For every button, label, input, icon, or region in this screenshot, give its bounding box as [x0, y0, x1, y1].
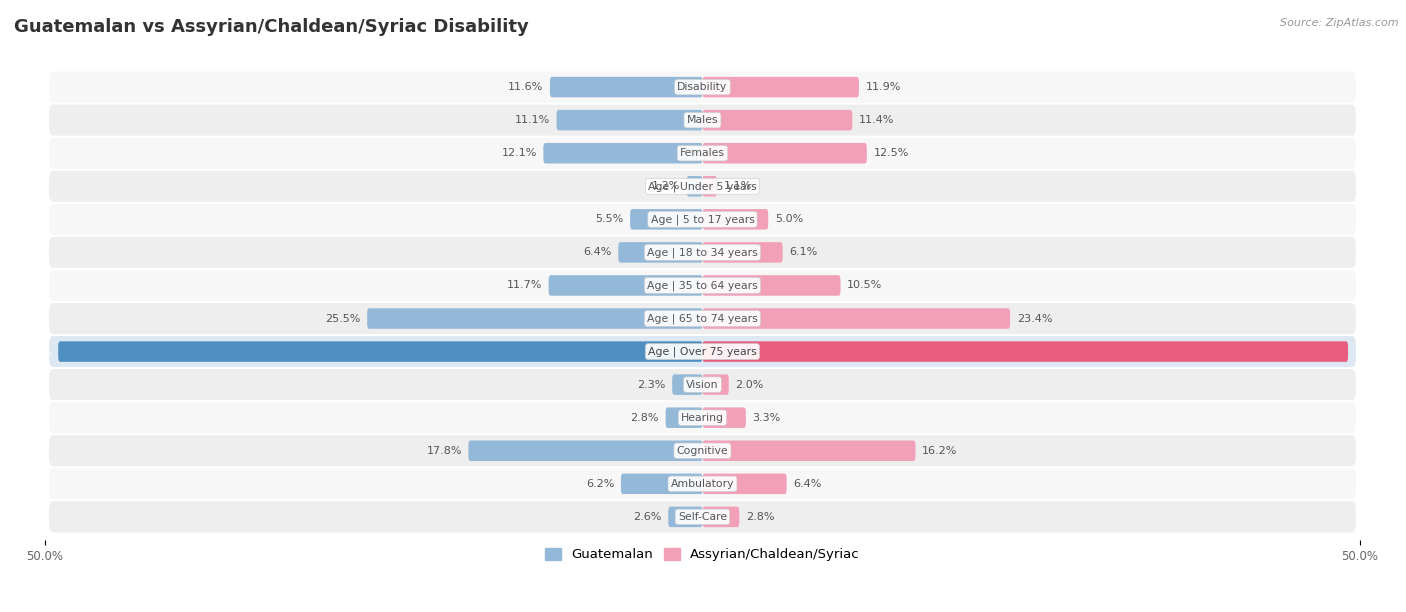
FancyBboxPatch shape: [703, 275, 841, 296]
Text: 2.8%: 2.8%: [630, 412, 659, 423]
FancyBboxPatch shape: [49, 369, 1355, 400]
FancyBboxPatch shape: [621, 474, 703, 494]
FancyBboxPatch shape: [703, 507, 740, 527]
FancyBboxPatch shape: [49, 402, 1355, 433]
FancyBboxPatch shape: [668, 507, 703, 527]
FancyBboxPatch shape: [58, 341, 703, 362]
Legend: Guatemalan, Assyrian/Chaldean/Syriac: Guatemalan, Assyrian/Chaldean/Syriac: [540, 543, 865, 567]
FancyBboxPatch shape: [367, 308, 703, 329]
Text: 2.0%: 2.0%: [735, 379, 763, 390]
Text: 1.2%: 1.2%: [652, 181, 681, 192]
FancyBboxPatch shape: [49, 105, 1355, 136]
FancyBboxPatch shape: [703, 474, 786, 494]
Text: Age | 18 to 34 years: Age | 18 to 34 years: [647, 247, 758, 258]
FancyBboxPatch shape: [543, 143, 703, 163]
Text: 12.1%: 12.1%: [502, 148, 537, 159]
Text: Age | Over 75 years: Age | Over 75 years: [648, 346, 756, 357]
FancyBboxPatch shape: [703, 77, 859, 97]
FancyBboxPatch shape: [686, 176, 703, 196]
Text: 49.1%: 49.1%: [1354, 346, 1391, 357]
FancyBboxPatch shape: [630, 209, 703, 230]
FancyBboxPatch shape: [49, 270, 1355, 301]
Text: 11.1%: 11.1%: [515, 115, 550, 125]
FancyBboxPatch shape: [665, 408, 703, 428]
FancyBboxPatch shape: [672, 375, 703, 395]
FancyBboxPatch shape: [49, 204, 1355, 235]
Text: 2.6%: 2.6%: [633, 512, 662, 522]
Text: 49.0%: 49.0%: [15, 346, 52, 357]
FancyBboxPatch shape: [703, 308, 1010, 329]
Text: 16.2%: 16.2%: [922, 446, 957, 456]
FancyBboxPatch shape: [49, 72, 1355, 103]
FancyBboxPatch shape: [548, 275, 703, 296]
Text: Hearing: Hearing: [681, 412, 724, 423]
FancyBboxPatch shape: [619, 242, 703, 263]
FancyBboxPatch shape: [468, 441, 703, 461]
Text: 12.5%: 12.5%: [873, 148, 908, 159]
FancyBboxPatch shape: [703, 441, 915, 461]
FancyBboxPatch shape: [49, 171, 1355, 202]
Text: 23.4%: 23.4%: [1017, 313, 1052, 324]
FancyBboxPatch shape: [703, 110, 852, 130]
FancyBboxPatch shape: [703, 375, 728, 395]
FancyBboxPatch shape: [703, 209, 768, 230]
Text: Guatemalan vs Assyrian/Chaldean/Syriac Disability: Guatemalan vs Assyrian/Chaldean/Syriac D…: [14, 18, 529, 36]
Text: 25.5%: 25.5%: [325, 313, 360, 324]
Text: 2.8%: 2.8%: [745, 512, 775, 522]
FancyBboxPatch shape: [49, 501, 1355, 532]
Text: 10.5%: 10.5%: [846, 280, 883, 291]
Text: 17.8%: 17.8%: [426, 446, 461, 456]
Text: Disability: Disability: [678, 82, 727, 92]
Text: 2.3%: 2.3%: [637, 379, 665, 390]
Text: 6.4%: 6.4%: [793, 479, 821, 489]
Text: Age | 5 to 17 years: Age | 5 to 17 years: [651, 214, 755, 225]
Text: 6.1%: 6.1%: [789, 247, 817, 258]
Text: 5.5%: 5.5%: [595, 214, 624, 225]
Text: 6.4%: 6.4%: [583, 247, 612, 258]
FancyBboxPatch shape: [703, 143, 868, 163]
FancyBboxPatch shape: [703, 408, 745, 428]
Text: Age | 35 to 64 years: Age | 35 to 64 years: [647, 280, 758, 291]
Text: 6.2%: 6.2%: [586, 479, 614, 489]
Text: Vision: Vision: [686, 379, 718, 390]
FancyBboxPatch shape: [703, 242, 783, 263]
Text: Cognitive: Cognitive: [676, 446, 728, 456]
FancyBboxPatch shape: [49, 435, 1355, 466]
Text: Age | 65 to 74 years: Age | 65 to 74 years: [647, 313, 758, 324]
Text: Ambulatory: Ambulatory: [671, 479, 734, 489]
FancyBboxPatch shape: [49, 303, 1355, 334]
Text: Males: Males: [686, 115, 718, 125]
Text: 1.1%: 1.1%: [724, 181, 752, 192]
Text: Females: Females: [681, 148, 725, 159]
FancyBboxPatch shape: [49, 237, 1355, 268]
Text: 11.7%: 11.7%: [506, 280, 543, 291]
FancyBboxPatch shape: [49, 336, 1355, 367]
FancyBboxPatch shape: [550, 77, 703, 97]
Text: Source: ZipAtlas.com: Source: ZipAtlas.com: [1281, 18, 1399, 28]
Text: 11.6%: 11.6%: [508, 82, 543, 92]
FancyBboxPatch shape: [49, 468, 1355, 499]
Text: 11.4%: 11.4%: [859, 115, 894, 125]
FancyBboxPatch shape: [49, 138, 1355, 169]
Text: 3.3%: 3.3%: [752, 412, 780, 423]
Text: Self-Care: Self-Care: [678, 512, 727, 522]
FancyBboxPatch shape: [703, 341, 1348, 362]
Text: 5.0%: 5.0%: [775, 214, 803, 225]
FancyBboxPatch shape: [703, 176, 717, 196]
Text: 11.9%: 11.9%: [866, 82, 901, 92]
Text: Age | Under 5 years: Age | Under 5 years: [648, 181, 756, 192]
FancyBboxPatch shape: [557, 110, 703, 130]
